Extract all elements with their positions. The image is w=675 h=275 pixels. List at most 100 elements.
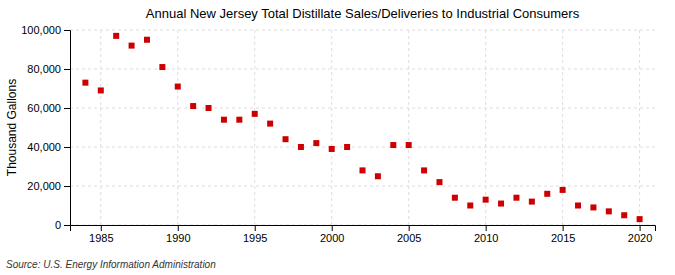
point	[390, 142, 396, 148]
x-tick: 2010	[474, 225, 498, 244]
x-tick-label: 1990	[166, 232, 190, 244]
x-tick-label: 2020	[628, 232, 652, 244]
y-tick-label: 40,000	[27, 141, 61, 153]
point	[144, 37, 150, 43]
chart-container: 1985 1990 1995 2000 2005 2010 2015 2020 0 20,000 4…	[0, 0, 675, 275]
grid-line-y	[70, 30, 655, 31]
point	[452, 195, 458, 201]
y-tick-mark	[64, 69, 70, 70]
grid-line-y	[70, 108, 655, 109]
x-tick-mark	[640, 225, 641, 231]
point	[252, 111, 258, 117]
grid-line-x	[562, 30, 563, 225]
grid-line-y	[70, 147, 655, 148]
grid-line-x	[177, 30, 178, 225]
point	[529, 199, 535, 205]
grid-line-x	[485, 30, 486, 225]
point	[590, 204, 596, 210]
x-tick-mark	[486, 225, 487, 231]
y-tick-mark	[64, 147, 70, 148]
point	[190, 103, 196, 109]
y-tick-mark	[64, 30, 70, 31]
x-tick-label: 1995	[243, 232, 267, 244]
y-tick: 20,000	[27, 180, 70, 192]
y-tick-mark	[64, 186, 70, 187]
x-tick: 2000	[320, 225, 344, 244]
x-axis: 1985 1990 1995 2000 2005 2010 2015 2020	[71, 225, 656, 244]
point	[421, 167, 427, 173]
grid-line-x	[331, 30, 332, 225]
point	[129, 43, 135, 49]
x-tick: 1995	[243, 225, 267, 244]
x-tick-mark	[101, 225, 102, 231]
point	[544, 191, 550, 197]
x-tick-label: 2000	[320, 232, 344, 244]
y-tick-label: 20,000	[27, 180, 61, 192]
y-tick-label: 60,000	[27, 102, 61, 114]
point	[513, 195, 519, 201]
x-tick: 2020	[628, 225, 652, 244]
x-tick-label: 2015	[551, 232, 575, 244]
x-tick: 2005	[397, 225, 421, 244]
point	[283, 136, 289, 142]
point	[236, 117, 242, 123]
point	[313, 140, 319, 146]
point	[375, 173, 381, 179]
grid	[70, 30, 655, 225]
point	[498, 201, 504, 207]
x-tick-mark	[255, 225, 256, 231]
y-tick: 100,000	[21, 24, 70, 36]
grid-line-x	[100, 30, 101, 225]
grid-line-x	[408, 30, 409, 225]
point	[344, 144, 350, 150]
grid-line-x	[254, 30, 255, 225]
point	[206, 105, 212, 111]
point	[575, 203, 581, 209]
chart-svg: 1985 1990 1995 2000 2005 2010 2015 2020 0 20,000 4…	[0, 0, 675, 275]
x-tick-label: 1985	[89, 232, 113, 244]
y-tick: 0	[55, 219, 70, 231]
point	[637, 216, 643, 222]
point	[360, 167, 366, 173]
point	[298, 144, 304, 150]
y-tick-label: 0	[55, 219, 61, 231]
y-tick-label: 80,000	[27, 63, 61, 75]
point	[560, 187, 566, 193]
x-tick-mark	[332, 225, 333, 231]
title: Annual New Jersey Total Distillate Sales…	[146, 6, 580, 21]
point	[436, 179, 442, 185]
plot-area	[82, 33, 642, 222]
x-tick-mark	[409, 225, 410, 231]
point	[159, 64, 165, 70]
y-tick-mark	[64, 225, 70, 226]
x-tick: 1990	[166, 225, 190, 244]
point	[267, 121, 273, 127]
x-tick-mark	[178, 225, 179, 231]
source-note: Source: U.S. Energy Information Administ…	[6, 259, 216, 270]
y-axis-line	[64, 31, 71, 226]
point	[329, 146, 335, 152]
x-tick-label: 2010	[474, 232, 498, 244]
point	[113, 33, 119, 39]
grid-line-y	[70, 69, 655, 70]
point	[98, 87, 104, 93]
x-axis-line	[71, 226, 656, 232]
y-tick: 60,000	[27, 102, 70, 114]
y-tick-label: 100,000	[21, 24, 61, 36]
y-axis: 0 20,000 40,000 60,000 80,000 100,000	[21, 24, 70, 231]
point	[467, 203, 473, 209]
point	[82, 80, 88, 86]
grid-line-x	[639, 30, 640, 225]
point	[606, 208, 612, 214]
x-tick-label: 2005	[397, 232, 421, 244]
x-tick: 1985	[89, 225, 113, 244]
y-tick-mark	[64, 108, 70, 109]
point	[621, 212, 627, 218]
grid-line-y	[70, 186, 655, 187]
x-tick: 2015	[551, 225, 575, 244]
point	[221, 117, 227, 123]
point	[175, 84, 181, 90]
point	[406, 142, 412, 148]
y-tick: 80,000	[27, 63, 70, 75]
y-axis-title: Thousand Gallons	[5, 79, 19, 176]
